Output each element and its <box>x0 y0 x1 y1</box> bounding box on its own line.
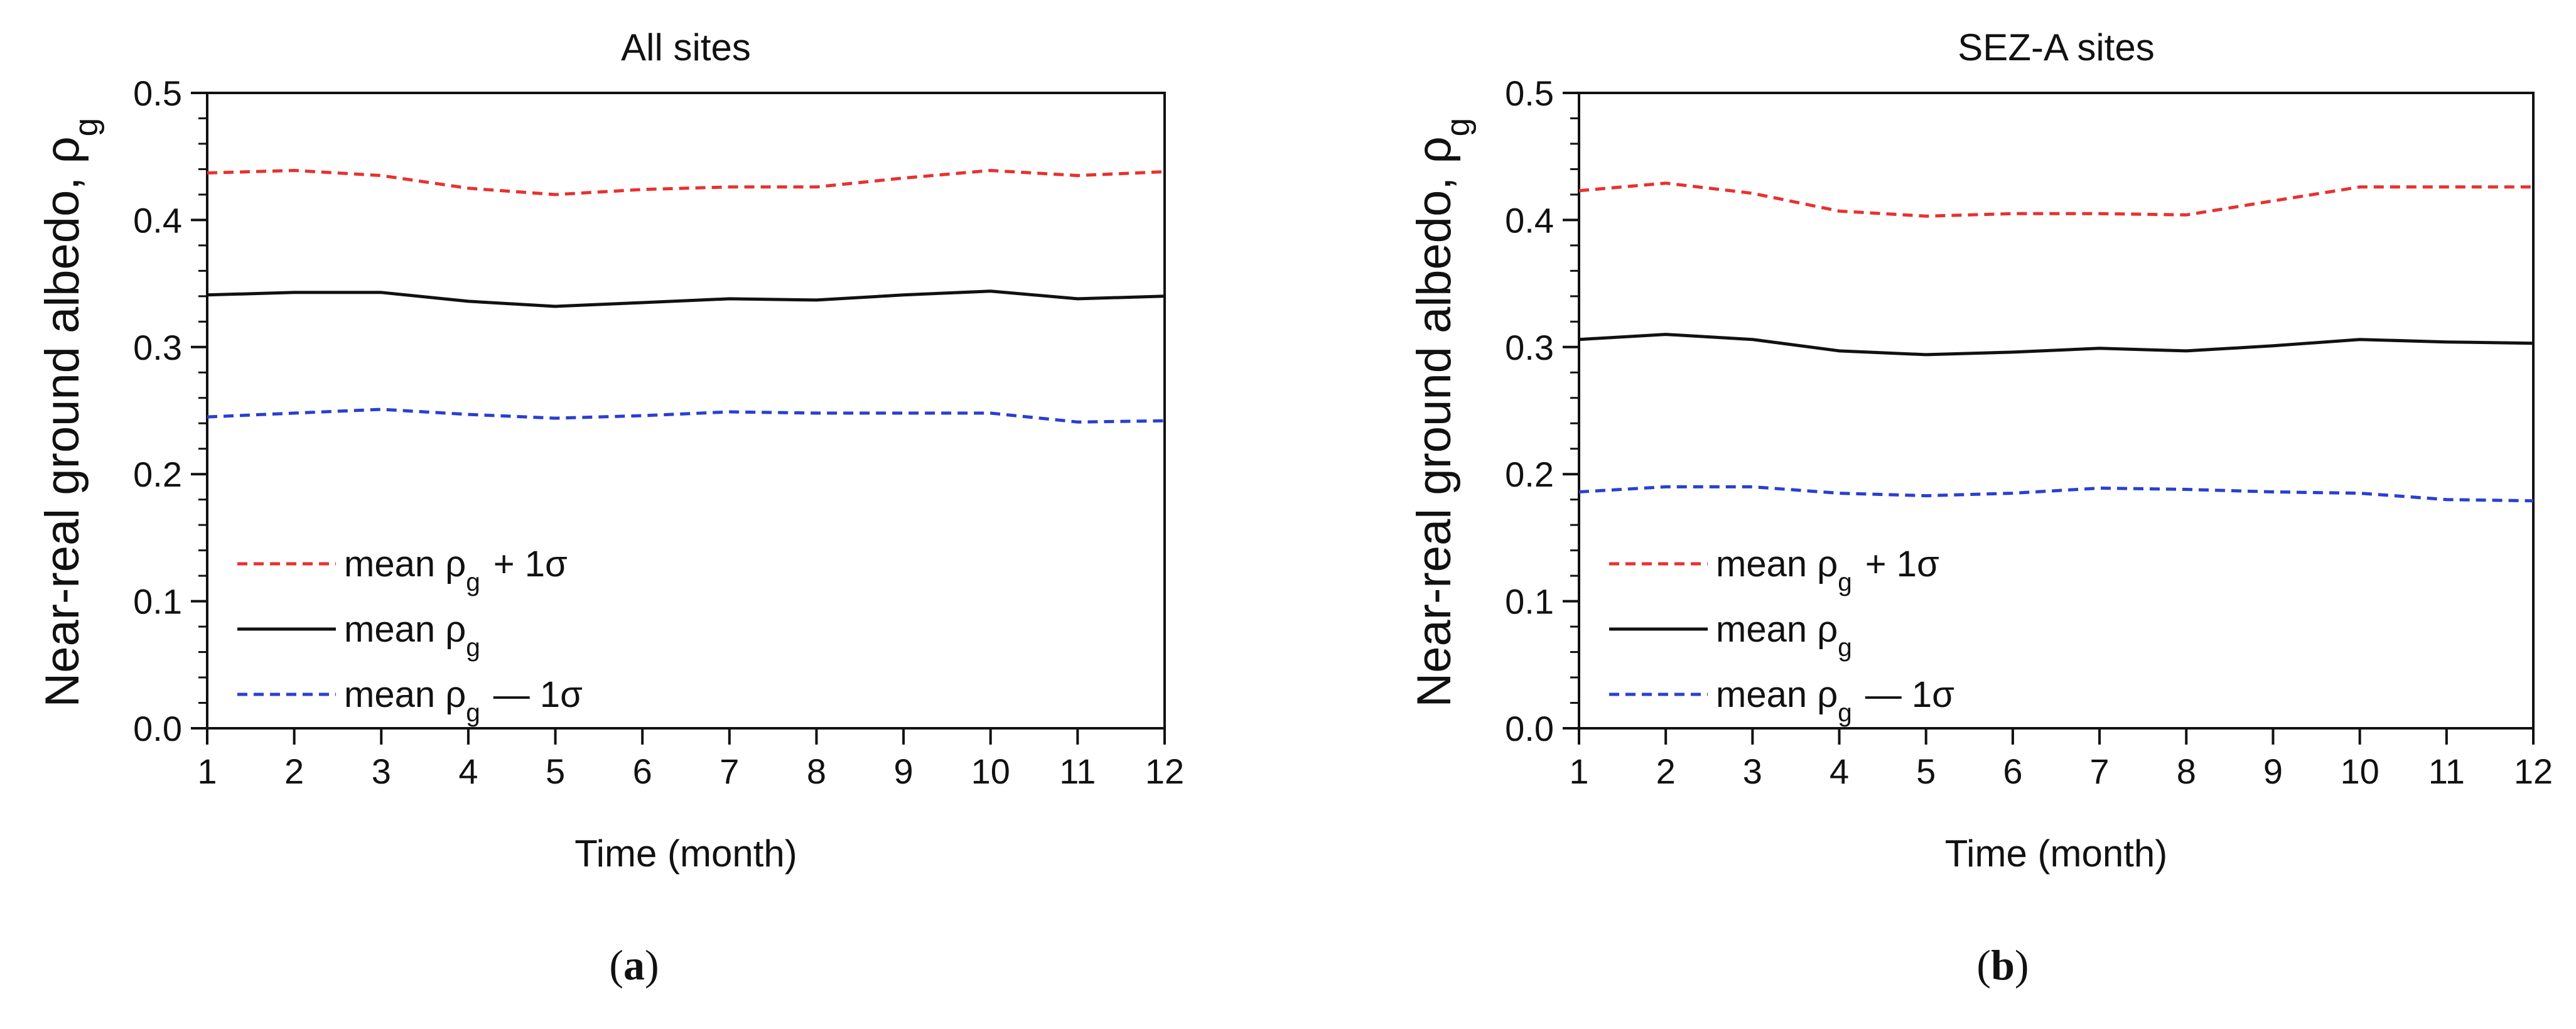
x-tick-label: 10 <box>971 752 1010 791</box>
x-tick-label: 7 <box>2090 752 2110 791</box>
y-tick-label: 0.1 <box>1505 582 1554 622</box>
legend-label: mean ρg + 1σ <box>1716 544 1939 596</box>
y-tick-label: 0.0 <box>1505 709 1554 748</box>
x-tick-label: 12 <box>1145 752 1184 791</box>
y-axis-label: Near-real ground albedo, ρg <box>36 114 105 707</box>
x-tick-label: 2 <box>1656 752 1676 791</box>
y-tick-label: 0.2 <box>1505 455 1554 494</box>
plot-frame <box>1578 92 2535 730</box>
legend-label: mean ρg + 1σ <box>344 544 568 596</box>
plot-frame <box>206 92 1166 730</box>
x-tick-label: 3 <box>372 752 391 791</box>
y-tick-label: 0.4 <box>133 200 182 240</box>
series-line-minus-1sigma <box>207 407 1165 424</box>
legend-label: mean ρg <box>344 609 483 662</box>
legend-label: mean ρg — 1σ <box>1716 674 1954 727</box>
chart-title: All sites <box>621 26 751 68</box>
y-tick-label: 0.5 <box>1505 73 1554 113</box>
x-tick-label: 1 <box>197 752 217 791</box>
x-tick-label: 5 <box>1916 752 1936 791</box>
x-tick-label: 8 <box>2177 752 2196 791</box>
y-tick-label: 0.4 <box>1505 200 1554 240</box>
x-tick-label: 2 <box>284 752 304 791</box>
y-tick-label: 0.0 <box>133 709 182 748</box>
series-line-mean <box>1578 333 2534 357</box>
chart-title: SEZ-A sites <box>1958 26 2154 68</box>
x-tick-label: 1 <box>1569 752 1588 791</box>
y-axis-label: Near-real ground albedo, ρg <box>1408 114 1477 707</box>
legend-label: mean ρg — 1σ <box>344 674 583 727</box>
x-tick-label: 9 <box>2263 752 2283 791</box>
x-tick-label: 4 <box>1830 752 1849 791</box>
x-tick-label: 3 <box>1743 752 1762 791</box>
x-tick-label: 10 <box>2340 752 2379 791</box>
y-tick-label: 0.1 <box>133 582 182 622</box>
x-tick-label: 12 <box>2514 752 2553 791</box>
panel-caption: (b) <box>1976 941 2029 989</box>
x-tick-label: 5 <box>546 752 565 791</box>
panel-caption: (a) <box>609 941 659 989</box>
series-line-plus-1sigma <box>1578 181 2533 218</box>
x-tick-label: 7 <box>719 752 739 791</box>
y-tick-label: 0.3 <box>1505 328 1554 367</box>
x-tick-label: 8 <box>807 752 826 791</box>
x-tick-label: 6 <box>2003 752 2022 791</box>
x-axis-label: Time (month) <box>1945 832 2168 875</box>
series-line-minus-1sigma <box>1578 485 2534 503</box>
x-tick-label: 11 <box>1059 752 1096 791</box>
y-tick-label: 0.3 <box>133 328 182 367</box>
series-line-mean <box>207 289 1165 308</box>
y-tick-label: 0.5 <box>133 73 182 113</box>
x-tick-label: 4 <box>458 752 478 791</box>
series-line-plus-1sigma <box>207 169 1165 197</box>
legend-label: mean ρg <box>1716 609 1855 662</box>
x-tick-label: 11 <box>2428 752 2465 791</box>
x-tick-label: 9 <box>894 752 913 791</box>
x-tick-label: 6 <box>633 752 652 791</box>
x-axis-label: Time (month) <box>574 832 797 875</box>
y-tick-label: 0.2 <box>133 455 182 494</box>
